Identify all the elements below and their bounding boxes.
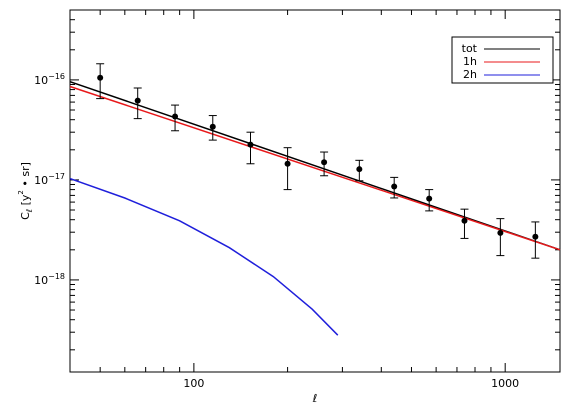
data-points	[96, 63, 540, 259]
data-point-group	[355, 159, 364, 182]
data-point-group	[96, 63, 105, 100]
x-tick-label: 1000	[491, 377, 519, 390]
data-point	[391, 183, 398, 190]
data-point-group	[283, 147, 292, 191]
data-point	[134, 97, 141, 104]
series-line-2h	[69, 177, 339, 336]
series-line-tot	[69, 80, 561, 251]
legend-label-1h: 1h	[463, 55, 477, 68]
data-point-group	[460, 208, 469, 239]
x-axis-label: ℓ	[312, 392, 318, 405]
data-point	[209, 123, 216, 130]
y-axis-label-sub: ℓ	[25, 209, 34, 213]
data-point-group	[133, 87, 142, 120]
data-point	[356, 166, 363, 173]
series-line-1h	[69, 85, 561, 251]
series-lines	[69, 80, 561, 336]
legend-label-2h: 2h	[463, 68, 477, 81]
data-point	[426, 195, 433, 202]
data-point-group	[531, 221, 540, 259]
data-point	[532, 233, 539, 240]
y-axis-label: Cℓ [y2 • sr]	[17, 162, 34, 220]
y-axis-label-units-end: • sr]	[19, 162, 32, 190]
data-point-group	[208, 115, 217, 141]
legend: tot 1h 2h	[451, 36, 554, 84]
x-tick-label: 100	[183, 377, 204, 390]
ticks	[69, 9, 560, 372]
svg-text:Cℓ [y2 • sr]: Cℓ [y2 • sr]	[17, 162, 34, 220]
tick-labels: 100 1000 10−16 10−17 10−18	[34, 72, 519, 390]
legend-label-tot: tot	[462, 42, 478, 55]
data-point-group	[246, 131, 255, 165]
y-axis-label-main: C	[19, 212, 32, 220]
data-point-group	[496, 218, 505, 257]
data-point	[461, 217, 468, 224]
data-point-group	[390, 176, 399, 199]
data-point	[172, 113, 179, 120]
y-axis-label-units-sup: 2	[17, 190, 25, 194]
data-point	[497, 229, 504, 236]
data-point-group	[425, 189, 434, 212]
data-point	[97, 74, 104, 81]
data-point-group	[171, 104, 180, 132]
data-point	[247, 141, 254, 148]
data-point-group	[320, 151, 329, 177]
y-axis-label-units: [y	[19, 194, 32, 205]
data-point	[321, 159, 328, 166]
y-tick-label: 10−16	[34, 72, 65, 87]
y-tick-label: 10−17	[34, 172, 65, 187]
y-tick-label: 10−18	[34, 272, 65, 287]
plot-frame	[69, 9, 561, 373]
data-point	[284, 160, 291, 167]
